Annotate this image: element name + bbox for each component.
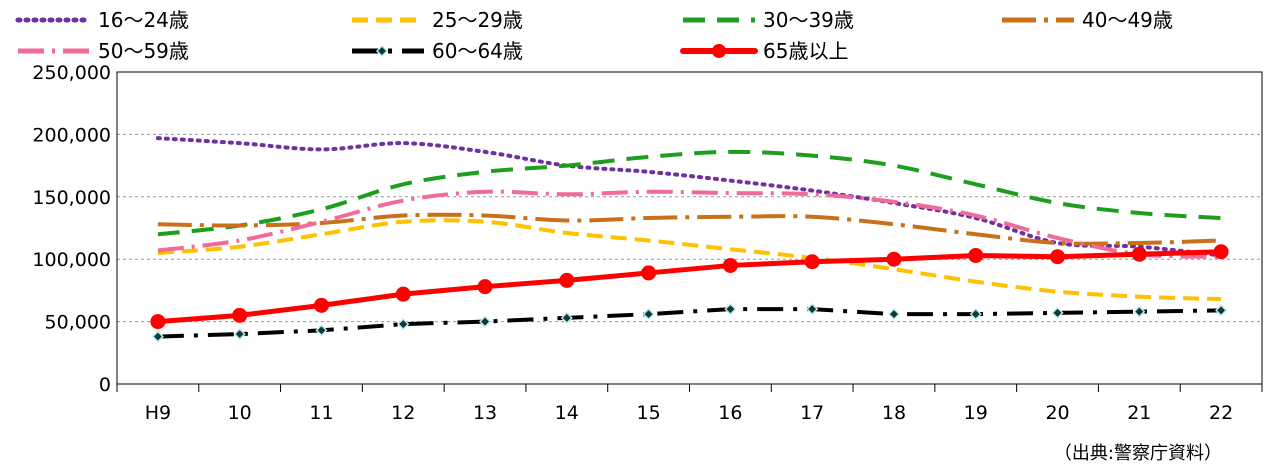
x-tick-label: 16 [718, 402, 742, 424]
series-line-1 [157, 218, 1222, 302]
x-tick-label: 15 [637, 402, 661, 424]
point-5-10 [969, 308, 982, 321]
series-line-0 [155, 136, 1224, 258]
point-5-6 [642, 308, 655, 321]
point-6-3 [395, 286, 411, 302]
x-tick-label: 12 [391, 402, 415, 424]
legend-label: 40～49歳 [1082, 8, 1173, 32]
y-tick-label: 0 [99, 374, 111, 396]
point-5-12 [1133, 305, 1146, 318]
point-6-13 [1213, 244, 1229, 260]
point-6-1 [232, 307, 248, 323]
legend-label: 60～64歳 [432, 39, 523, 63]
point-5-8 [806, 303, 819, 316]
x-tick-label: 21 [1127, 402, 1151, 424]
y-axis-tick-labels: 0 50,000 100,000 150,000 200,000 250,000 [32, 62, 111, 396]
series-5 [151, 303, 1228, 343]
point-5-11 [1051, 306, 1064, 319]
point-6-2 [313, 297, 329, 313]
point-6-5 [559, 272, 575, 288]
series-line-5 [157, 307, 1222, 339]
legend-marker [375, 44, 389, 58]
x-tick-label: 14 [555, 402, 579, 424]
legend-item-5: 60～64歳 [352, 39, 523, 63]
legend: 16～24歳 25～29歳 30～39歳 40～49歳 50～59歳 60～64歳 65歳以… [15, 8, 1173, 63]
y-tick-label: 100,000 [32, 249, 111, 271]
x-tick-label: 10 [228, 402, 252, 424]
series-3 [157, 212, 1222, 246]
legend-item-4: 50～59歳 [18, 39, 189, 63]
point-5-1 [233, 328, 246, 341]
legend-item-2: 30～39歳 [683, 8, 854, 32]
point-6-8 [804, 254, 820, 270]
source-note: （出典:警察庁資料） [1054, 443, 1222, 464]
point-6-6 [641, 265, 657, 281]
x-tick-label: 19 [964, 402, 988, 424]
point-5-5 [560, 311, 573, 324]
series-2 [157, 149, 1222, 237]
series-lines [150, 136, 1229, 343]
series-line-6 [155, 249, 1224, 325]
series-line-4 [157, 189, 1222, 259]
axes [116, 71, 1263, 392]
legend-label: 50～59歳 [98, 39, 189, 63]
legend-label: 65歳以上 [763, 39, 848, 63]
legend-item-6: 65歳以上 [680, 39, 848, 63]
series-line-2 [157, 149, 1222, 237]
legend-item-3: 40～49歳 [1002, 8, 1173, 32]
point-5-9 [887, 308, 901, 321]
point-6-9 [886, 251, 902, 267]
series-4 [157, 189, 1222, 259]
series-6 [150, 244, 1229, 330]
x-tick-label: 22 [1209, 402, 1233, 424]
series-1 [157, 218, 1222, 302]
x-tick-label: H9 [145, 402, 171, 424]
point-6-7 [722, 257, 738, 273]
point-5-0 [151, 330, 164, 343]
y-tick-label: 250,000 [32, 62, 111, 84]
x-axis-tick-labels: H9 10 11 12 13 14 15 16 17 18 19 20 21 22 [145, 402, 1234, 424]
point-6-12 [1131, 246, 1147, 262]
gridlines [117, 71, 1262, 323]
point-6-11 [1050, 249, 1066, 265]
y-tick-label: 150,000 [32, 187, 111, 209]
x-tick-label: 17 [800, 402, 824, 424]
legend-label: 25～29歳 [432, 8, 523, 32]
y-tick-label: 50,000 [45, 312, 111, 334]
y-tick-label: 200,000 [32, 124, 111, 146]
point-5-3 [397, 318, 410, 331]
x-tick-label: 20 [1045, 402, 1069, 424]
point-5-2 [315, 324, 328, 337]
point-5-7 [724, 303, 737, 316]
x-tick-label: 18 [882, 402, 906, 424]
x-tick-label: 11 [309, 402, 333, 424]
series-line-3 [157, 212, 1222, 246]
point-5-13 [1215, 304, 1228, 317]
point-6-10 [968, 247, 984, 263]
legend-label: 30～39歳 [763, 8, 854, 32]
x-tick-label: 13 [473, 402, 497, 424]
legend-label: 16～24歳 [98, 8, 189, 32]
point-6-0 [150, 314, 166, 330]
point-5-4 [478, 315, 492, 328]
point-6-4 [477, 279, 493, 295]
legend-marker [712, 44, 726, 58]
plot-area-border [116, 71, 1263, 385]
series-0 [155, 136, 1224, 258]
legend-item-0: 16～24歳 [15, 8, 189, 32]
legend-item-1: 25～29歳 [352, 8, 523, 32]
